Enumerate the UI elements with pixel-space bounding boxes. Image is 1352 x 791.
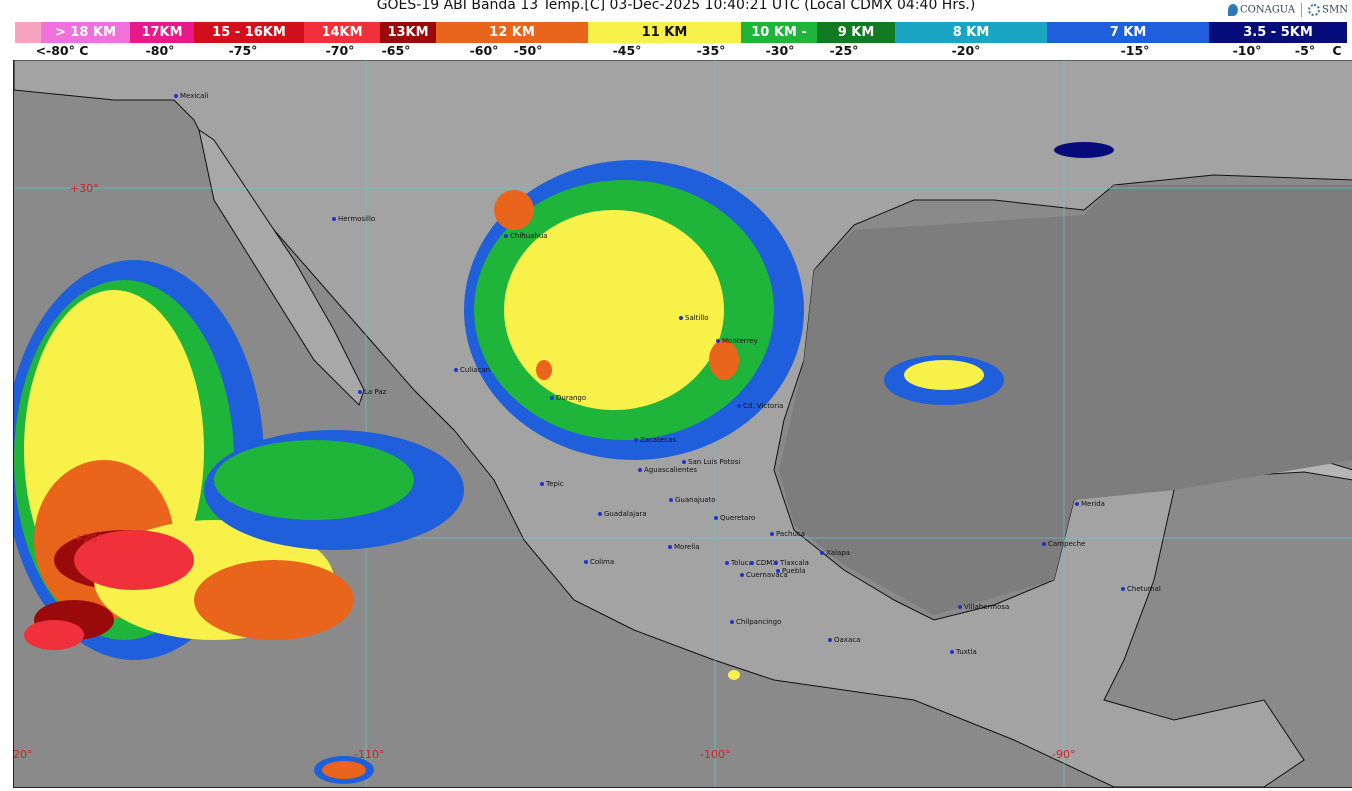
city-label: Hermosillo [332, 215, 375, 223]
city-label: Mexicali [174, 92, 208, 100]
city-label: La Paz [358, 388, 386, 396]
legend-segment [15, 22, 41, 43]
cloud-top-region [322, 761, 366, 779]
city-label: Xalapa [820, 549, 850, 557]
city-label: Morelia [668, 543, 700, 551]
grid-coordinate-label: -120° [13, 748, 33, 761]
temperature-label: -75° [228, 43, 258, 58]
cloud-top-region [536, 360, 552, 380]
satellite-map: +30° +20° -120° -110° -100° -90° Mexicali Hermo… [13, 60, 1352, 788]
city-label: Pachuca [770, 530, 805, 538]
city-label: Villahermosa [958, 603, 1009, 611]
temperature-label: C [1332, 43, 1342, 58]
cloud-top-region [728, 670, 740, 680]
grid-coordinate-label: +20° [74, 532, 103, 545]
city-label: Campeche [1042, 540, 1085, 548]
city-label: Monterrey [716, 337, 758, 345]
cloud-top-region [494, 190, 534, 230]
city-label: Cd. Victoria [737, 402, 783, 410]
city-label: San Luis Potosi [682, 458, 740, 466]
logos: CONAGUA SMN [1228, 3, 1348, 17]
legend-segment: 10 KM - [741, 22, 817, 43]
legend-segment: 8 KM [895, 22, 1047, 43]
temperature-label: -50° [513, 43, 543, 58]
image-title: GOES-19 ABI Banda 13 Temp.[C] 03-Dec-202… [376, 0, 976, 13]
legend-segment: 17KM [130, 22, 194, 43]
legend-segment: > 18 KM [41, 22, 130, 43]
conagua-text: CONAGUA [1240, 4, 1296, 16]
cloud-top-region [1054, 142, 1114, 158]
city-label: Oaxaca [828, 636, 860, 644]
grid-coordinate-label: +30° [70, 182, 99, 195]
legend-segment: 15 - 16KM [194, 22, 304, 43]
legend-segment: 3.5 - 5KM [1209, 22, 1347, 43]
temperature-label: -10° [1232, 43, 1262, 58]
cloud-top-region [904, 360, 984, 390]
city-label: Chihuahua [504, 232, 548, 240]
cloud-top-region [214, 440, 414, 520]
temperature-label: -80° [145, 43, 175, 58]
color-scale-legend: > 18 KM 17KM 15 - 16KM 14KM 13KM 12 KM 11 KM 10… [0, 22, 1352, 43]
temperature-scale: <-80° C -80° -75° -70° -65° -60° -50° -45° -35° -… [0, 43, 1352, 60]
cloud-top-region [194, 560, 354, 640]
legend-segment: 9 KM [817, 22, 895, 43]
city-label: Durango [550, 394, 586, 402]
water-drop-icon [1228, 4, 1238, 16]
legend-segment: 11 KM [588, 22, 741, 43]
map-layer [14, 60, 1352, 787]
legend-segment: 14KM [304, 22, 380, 43]
cloud-top-region [504, 210, 724, 410]
legend-segment: 13KM [380, 22, 436, 43]
city-label: Queretaro [714, 514, 755, 522]
smn-emblem-icon [1308, 4, 1321, 16]
legend-segment: 7 KM [1047, 22, 1209, 43]
city-label: Chetumal [1121, 585, 1161, 593]
smn-text: SMN [1322, 4, 1348, 16]
city-label: Cuernavaca [740, 571, 788, 579]
city-label: Guanajuato [669, 496, 716, 504]
temperature-label: -5° [1294, 43, 1316, 58]
city-label: Toluca [725, 559, 753, 567]
city-label: Merida [1075, 500, 1105, 508]
city-label: Tlaxcala [774, 559, 809, 567]
legend-segment: 12 KM [436, 22, 588, 43]
smn-logo: SMN [1308, 4, 1348, 16]
logo-divider [1301, 3, 1303, 17]
temperature-label: -70° [325, 43, 355, 58]
city-label: Culiacan [454, 366, 490, 374]
city-label: CDMX [750, 559, 777, 567]
temperature-label: -65° [381, 43, 411, 58]
city-label: Chilpancingo [730, 618, 781, 626]
temperature-label: -25° [829, 43, 859, 58]
cloud-top-region [24, 620, 84, 650]
city-label: Tuxtla [950, 648, 977, 656]
temperature-label: -45° [612, 43, 642, 58]
temperature-label: -15° [1120, 43, 1150, 58]
grid-coordinate-label: -100° [700, 748, 731, 761]
grid-coordinate-label: -90° [1052, 748, 1076, 761]
temperature-label: <-80° C [35, 43, 89, 58]
conagua-logo: CONAGUA [1228, 4, 1295, 16]
temperature-label: -35° [696, 43, 726, 58]
city-label: Saltillo [679, 314, 709, 322]
gulf-of-mexico [779, 185, 1352, 615]
city-label: Colima [584, 558, 614, 566]
city-label: Aguascalientes [638, 466, 697, 474]
cloud-top-region [709, 340, 739, 380]
city-label: Puebla [776, 567, 806, 575]
city-label: Guadalajara [598, 510, 647, 518]
city-label: Zacatecas [634, 436, 676, 444]
temperature-label: -20° [951, 43, 981, 58]
temperature-label: -60° [469, 43, 499, 58]
grid-coordinate-label: -110° [354, 748, 385, 761]
city-label: Tepic [540, 480, 564, 488]
cloud-top-region [74, 530, 194, 590]
temperature-label: -30° [765, 43, 795, 58]
